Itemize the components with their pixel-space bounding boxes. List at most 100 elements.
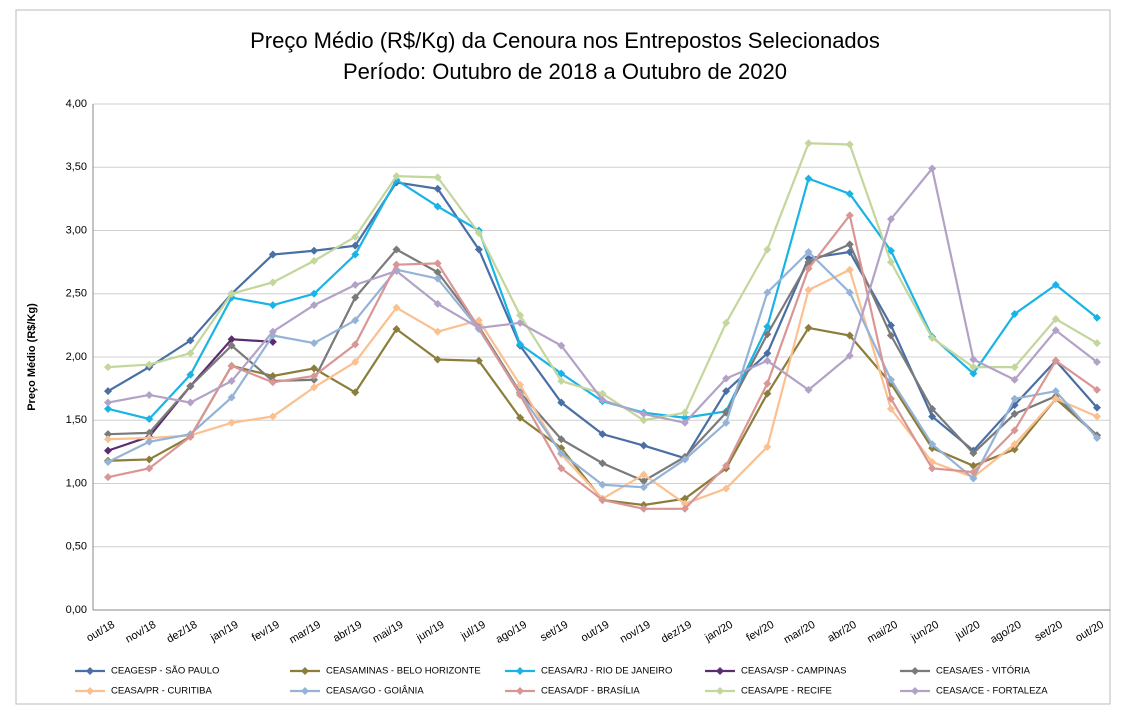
point-marker — [598, 430, 607, 439]
point-marker — [268, 250, 277, 259]
point-marker — [227, 335, 236, 344]
legend-label: CEASA/RJ - RIO DE JANEIRO — [541, 666, 672, 677]
point-marker — [680, 455, 689, 464]
point-marker — [186, 349, 195, 358]
y-tick-label: 4,00 — [66, 98, 87, 110]
point-marker — [104, 430, 112, 439]
point-marker — [433, 184, 442, 193]
legend-marker — [516, 667, 524, 675]
point-marker — [845, 351, 854, 360]
point-marker — [186, 382, 195, 391]
point-marker — [763, 349, 772, 358]
point-marker — [969, 369, 978, 378]
point-marker — [845, 140, 854, 149]
point-marker — [516, 340, 525, 349]
point-marker — [804, 323, 813, 332]
point-marker — [1051, 280, 1060, 289]
point-marker — [474, 323, 483, 332]
y-tick-label: 2,50 — [66, 288, 87, 300]
legend-marker — [301, 687, 309, 695]
point-marker — [1093, 412, 1101, 421]
point-marker — [804, 385, 813, 394]
point-marker — [310, 256, 319, 265]
point-marker — [227, 361, 236, 370]
point-marker — [763, 379, 772, 388]
point-marker — [763, 245, 772, 254]
point-marker — [886, 394, 895, 403]
point-marker — [763, 389, 772, 398]
point-marker — [351, 388, 360, 397]
point-marker — [1010, 375, 1019, 384]
point-marker — [969, 468, 978, 477]
point-marker — [351, 316, 360, 325]
point-marker — [268, 327, 277, 336]
chart-title: Preço Médio (R$/Kg) da Cenoura nos Entre… — [250, 28, 880, 53]
point-marker — [639, 483, 648, 492]
point-marker — [557, 464, 566, 473]
point-marker — [886, 331, 895, 340]
point-marker — [145, 428, 154, 437]
legend-label: CEASA/ES - VITÓRIA — [936, 666, 1031, 677]
point-marker — [639, 504, 648, 513]
point-marker — [1093, 339, 1101, 348]
point-marker — [145, 464, 154, 473]
point-marker — [845, 240, 854, 249]
y-tick-label: 3,50 — [66, 161, 87, 173]
point-marker — [104, 457, 112, 466]
point-marker — [474, 229, 483, 238]
point-marker — [227, 393, 236, 402]
point-marker — [969, 461, 978, 470]
point-marker — [1093, 313, 1101, 322]
point-marker — [763, 288, 772, 297]
point-marker — [351, 232, 360, 241]
legend-label: CEASA/CE - FORTALEZA — [936, 686, 1048, 697]
point-marker — [433, 327, 442, 336]
point-marker — [557, 377, 566, 386]
point-marker — [1051, 387, 1060, 396]
point-marker — [1051, 394, 1060, 403]
legend-label: CEASA/SP - CAMPINAS — [741, 666, 846, 677]
point-marker — [1051, 356, 1060, 365]
point-marker — [433, 259, 442, 268]
point-marker — [886, 404, 895, 413]
point-marker — [598, 459, 607, 468]
point-marker — [474, 245, 483, 254]
point-marker — [310, 364, 319, 373]
point-marker — [557, 449, 566, 458]
point-marker — [969, 474, 978, 483]
y-tick-label: 3,00 — [66, 224, 87, 236]
point-marker — [392, 303, 401, 312]
point-marker — [104, 435, 112, 444]
point-marker — [845, 189, 854, 198]
point-marker — [1010, 426, 1019, 435]
legend-label: CEASA/GO - GOIÂNIA — [326, 686, 424, 697]
point-marker — [516, 318, 525, 327]
y-tick-label: 2,00 — [66, 351, 87, 363]
point-marker — [433, 274, 442, 283]
point-marker — [145, 360, 154, 369]
point-marker — [845, 265, 854, 274]
point-marker — [433, 173, 442, 182]
point-marker — [886, 321, 895, 330]
point-marker — [351, 358, 360, 367]
point-marker — [1010, 363, 1019, 372]
point-marker — [928, 404, 937, 413]
point-marker — [516, 413, 525, 422]
point-marker — [474, 356, 483, 365]
point-marker — [722, 374, 731, 383]
point-marker — [1010, 309, 1019, 318]
point-marker — [680, 494, 689, 503]
point-marker — [722, 461, 731, 470]
y-axis-label: Preço Médio (R$/Kg) — [26, 303, 38, 411]
point-marker — [104, 398, 112, 407]
point-marker — [310, 301, 319, 310]
y-tick-label: 1,00 — [66, 477, 87, 489]
point-marker — [680, 408, 689, 417]
point-marker — [268, 378, 277, 387]
point-marker — [639, 470, 648, 479]
point-marker — [557, 435, 566, 444]
point-marker — [1010, 445, 1019, 454]
point-marker — [433, 202, 442, 211]
legend-marker — [716, 667, 724, 675]
point-marker — [804, 248, 813, 257]
